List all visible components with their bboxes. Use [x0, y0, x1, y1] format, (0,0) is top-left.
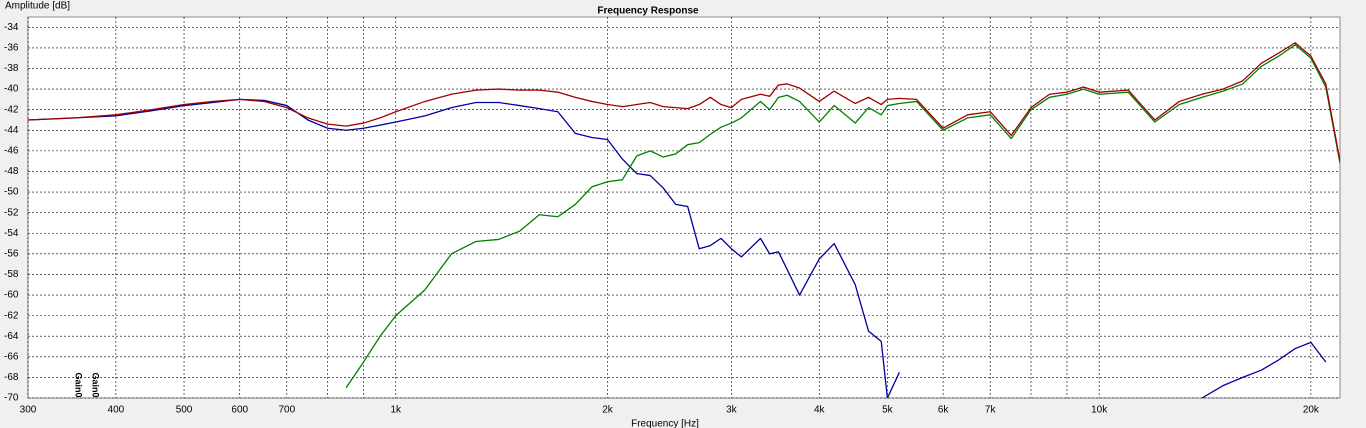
x-tick-label: 1k — [390, 405, 402, 416]
series-line — [345, 44, 1340, 389]
series-line — [28, 98, 1327, 398]
y-tick-label: -36 — [4, 43, 19, 54]
y-tick-label: -52 — [4, 207, 19, 218]
y-tick-label: -48 — [4, 166, 19, 177]
x-tick-label: 4k — [814, 405, 826, 416]
y-tick-label: -68 — [4, 372, 19, 383]
y-tick-label: -38 — [4, 63, 19, 74]
x-tick-label: 700 — [278, 405, 295, 416]
marker-label: Gain0 — [74, 372, 84, 397]
plot-area — [27, 16, 1341, 399]
y-tick-label: -56 — [4, 248, 19, 259]
y-tick-label: -64 — [4, 331, 19, 342]
y-tick-label: -60 — [4, 290, 19, 301]
y-tick-label: -66 — [4, 351, 19, 362]
grid — [27, 17, 1340, 399]
marker-label: Gain0 — [91, 372, 101, 397]
y-tick-label: -34 — [4, 22, 19, 33]
x-tick-label: 2k — [602, 405, 614, 416]
y-tick-label: -50 — [4, 187, 19, 198]
y-tick-label: -62 — [4, 310, 19, 321]
y-tick-label: -44 — [4, 125, 19, 136]
y-tick-label: -58 — [4, 269, 19, 280]
y-axis-label: Amplitude [dB] — [5, 1, 70, 12]
chart-title: Frequency Response — [597, 6, 699, 17]
lines — [28, 42, 1340, 398]
x-tick-label: 400 — [108, 405, 125, 416]
y-tick-label: -40 — [4, 84, 19, 95]
x-tick-label: 500 — [176, 405, 193, 416]
x-tick-label: 7k — [985, 405, 997, 416]
series-line — [28, 42, 1340, 162]
y-tick-label: -54 — [4, 228, 19, 239]
y-tick-label: -42 — [4, 104, 19, 115]
x-tick-label: 600 — [231, 405, 248, 416]
x-tick-label: 300 — [20, 405, 37, 416]
x-tick-label: 6k — [938, 405, 950, 416]
x-tick-label: 3k — [726, 405, 738, 416]
x-tick-label: 5k — [882, 405, 894, 416]
x-axis-label: Frequency [Hz] — [631, 419, 699, 428]
x-tick-label: 10k — [1091, 405, 1108, 416]
y-tick-label: -70 — [4, 393, 19, 404]
y-tick-label: -46 — [4, 146, 19, 157]
x-tick-label: 20k — [1303, 405, 1320, 416]
